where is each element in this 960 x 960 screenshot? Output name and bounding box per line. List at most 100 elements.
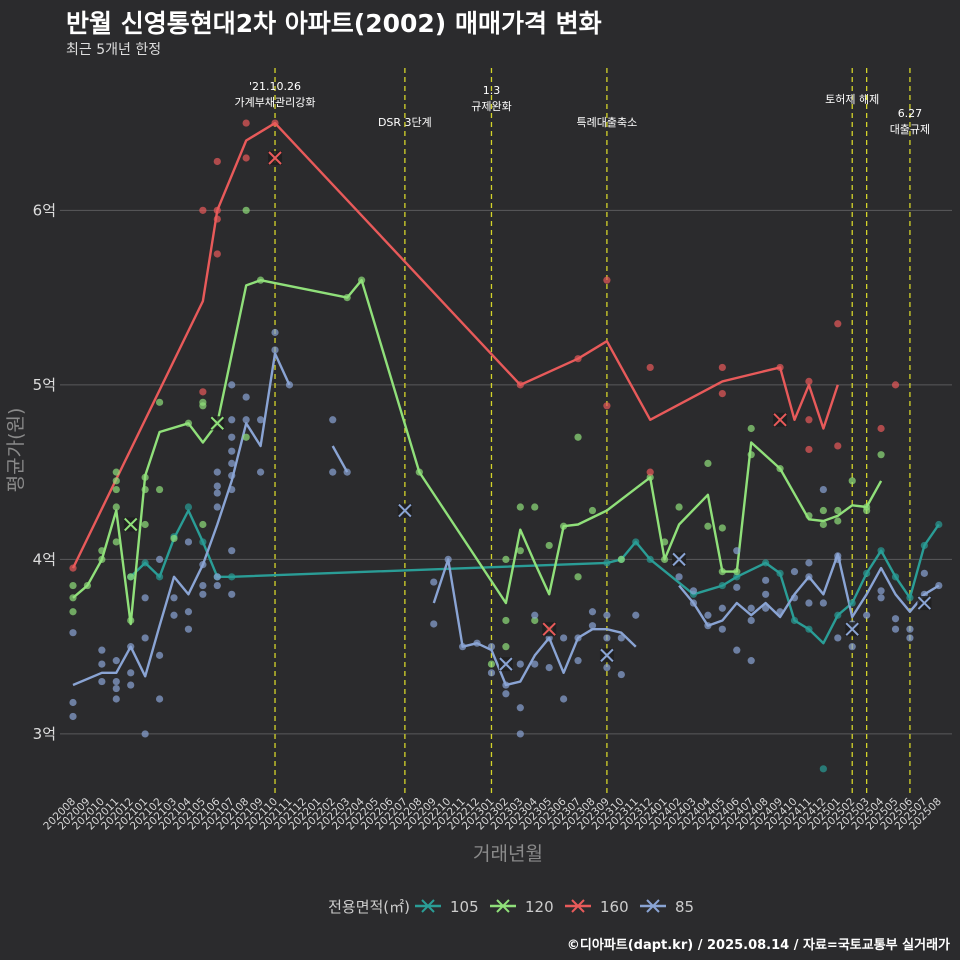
data-point-120: [819, 506, 827, 515]
data-point-160: [242, 154, 250, 162]
data-point-120: [242, 206, 250, 214]
data-point-120: [127, 573, 135, 581]
data-point-105: [848, 599, 856, 607]
data-point-120: [819, 520, 827, 529]
data-point-85: [863, 611, 871, 619]
data-point-120: [848, 477, 856, 485]
data-point-160: [516, 381, 524, 389]
data-point-85: [329, 416, 337, 424]
data-point-105: [863, 569, 871, 577]
data-point-85: [69, 698, 77, 707]
data-point-120: [747, 424, 755, 433]
data-point-85: [762, 604, 770, 612]
data-point-120: [127, 616, 135, 625]
data-point-85: [805, 573, 813, 581]
chart-subtitle: 최근 5개년 한정: [66, 42, 162, 58]
data-point-120: [69, 594, 77, 602]
data-point-85: [98, 677, 106, 686]
data-point-105: [646, 555, 654, 563]
data-point-85: [141, 634, 149, 642]
data-point-85: [531, 660, 539, 668]
data-point-85: [790, 568, 799, 576]
data-point-85: [747, 616, 755, 625]
series-x-marks: [123, 150, 932, 672]
event-label: 토허제 해제: [825, 92, 879, 106]
data-point-85: [213, 573, 221, 581]
data-point-160: [877, 424, 885, 433]
data-point-120: [617, 555, 625, 563]
data-point-85: [733, 646, 741, 654]
data-point-85: [906, 625, 914, 633]
data-point-120: [560, 522, 568, 530]
data-point-85: [588, 608, 597, 616]
data-point-120: [83, 581, 92, 590]
data-point-120: [112, 485, 120, 494]
y-axis-title: 평균가(원): [5, 408, 27, 493]
data-point-85: [834, 555, 842, 563]
y-tick-label: 3억: [33, 725, 56, 743]
y-tick-label: 6억: [33, 201, 56, 219]
x-mark-85: [672, 552, 686, 567]
data-point-85: [199, 590, 207, 598]
data-point-120: [98, 547, 106, 555]
chart-caption: ©디아파트(dapt.kr) / 2025.08.14 / 자료=국토교통부 실…: [566, 938, 950, 953]
data-point-120: [661, 555, 669, 563]
data-point-85: [834, 634, 842, 642]
data-point-85: [213, 482, 221, 490]
data-point-120: [531, 616, 539, 625]
data-point-85: [516, 704, 524, 712]
legend-label-105: 105: [450, 898, 479, 916]
data-point-160: [805, 445, 813, 454]
event-label: 가계부채관리강화: [235, 96, 316, 109]
data-point-85: [617, 634, 625, 642]
data-point-85: [689, 599, 698, 607]
data-point-120: [675, 503, 683, 511]
data-point-120: [588, 506, 597, 515]
data-point-85: [170, 594, 178, 602]
data-point-85: [502, 681, 510, 689]
data-point-160: [603, 402, 611, 410]
data-point-160: [834, 320, 842, 328]
x-mark-120: [124, 517, 138, 532]
data-point-85: [848, 643, 856, 651]
event-label: 1.3: [483, 84, 501, 97]
data-point-85: [228, 416, 236, 424]
data-point-85: [487, 643, 496, 651]
data-point-120: [502, 555, 510, 563]
data-point-85: [271, 328, 279, 337]
data-point-120: [574, 433, 582, 441]
data-point-85: [256, 416, 265, 424]
data-point-120: [661, 538, 669, 546]
data-point-85: [112, 695, 120, 703]
data-point-85: [127, 643, 135, 651]
data-point-85: [603, 611, 611, 619]
data-point-85: [891, 625, 900, 633]
legend-key-mark-85: [646, 899, 660, 913]
y-tick-label: 5억: [33, 376, 56, 394]
data-point-85: [877, 594, 885, 602]
data-point-85: [603, 634, 611, 642]
data-point-120: [704, 459, 712, 468]
data-point-105: [776, 569, 784, 577]
data-point-120: [834, 517, 842, 525]
data-point-120: [863, 503, 871, 511]
data-point-85: [805, 559, 813, 567]
data-point-85: [228, 590, 236, 598]
data-point-85: [213, 581, 221, 590]
data-point-85: [69, 712, 77, 721]
data-point-120: [184, 419, 193, 427]
legend-title: 전용면적(㎡): [328, 898, 410, 916]
data-point-105: [906, 594, 914, 602]
data-point-85: [560, 634, 568, 642]
data-point-85: [430, 578, 438, 586]
data-point-85: [444, 555, 452, 563]
legend-label-85: 85: [675, 898, 694, 916]
data-point-105: [141, 559, 149, 567]
data-point-85: [213, 489, 221, 497]
data-point-160: [574, 355, 582, 363]
data-point-85: [762, 576, 770, 584]
x-mark-160: [542, 622, 556, 636]
data-point-85: [228, 433, 236, 441]
data-point-85: [545, 663, 553, 672]
data-point-85: [920, 569, 928, 577]
